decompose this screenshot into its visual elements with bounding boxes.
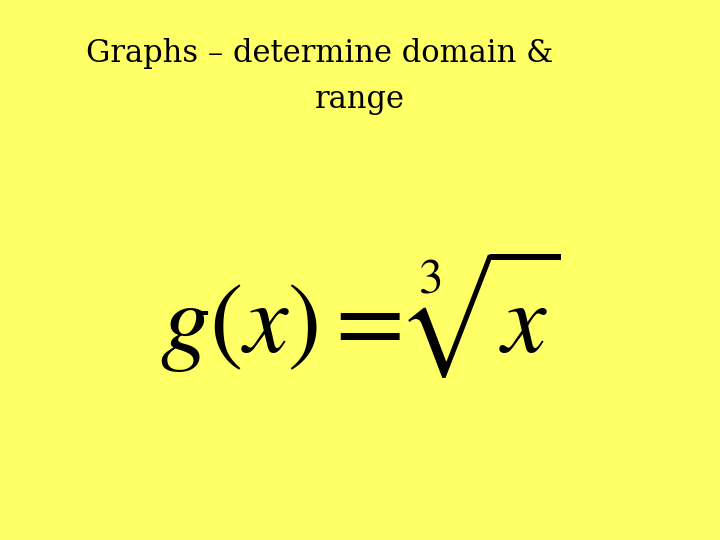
Text: range: range — [315, 84, 405, 114]
Text: Graphs – determine domain &: Graphs – determine domain & — [86, 38, 554, 69]
Text: $g(x) = \sqrt[3]{x}$: $g(x) = \sqrt[3]{x}$ — [160, 246, 560, 380]
